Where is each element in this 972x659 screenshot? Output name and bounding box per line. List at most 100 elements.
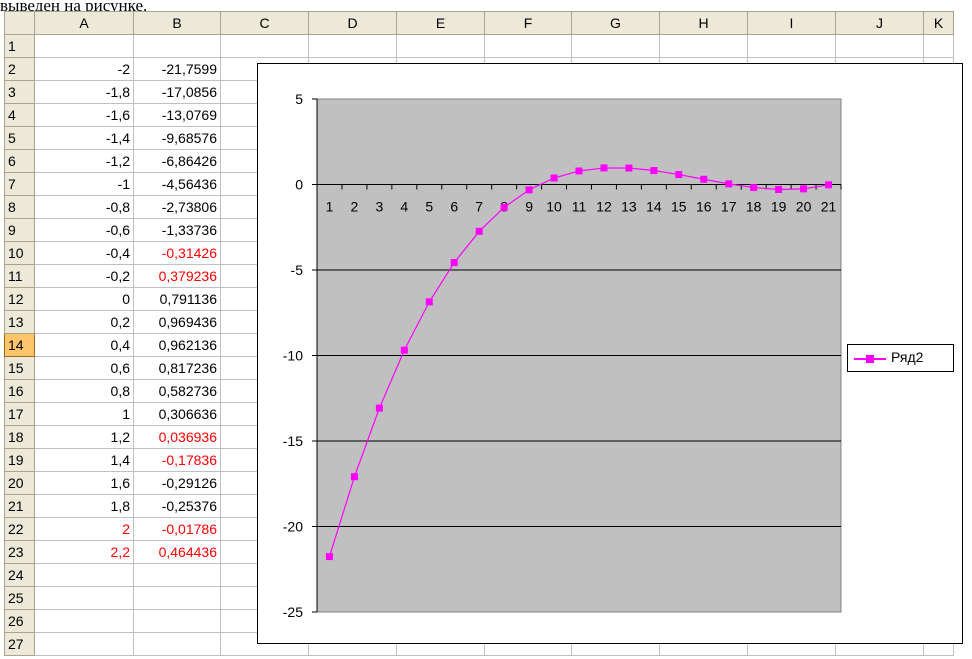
column-header-e[interactable]: E	[396, 11, 485, 35]
cell-b[interactable]: 0,817236	[133, 356, 221, 380]
cell-a[interactable]: -0,4	[34, 241, 134, 265]
cell-a[interactable]: 1,4	[34, 448, 134, 472]
row-header[interactable]: 18	[4, 425, 35, 449]
row-header[interactable]: 2	[4, 57, 35, 81]
cell-a[interactable]: 1,2	[34, 425, 134, 449]
cell-b[interactable]	[133, 563, 221, 587]
cell-b[interactable]	[133, 609, 221, 633]
column-header-a[interactable]: A	[34, 11, 134, 35]
cell-b[interactable]: 0,962136	[133, 333, 221, 357]
cell[interactable]	[308, 34, 397, 58]
cell-a[interactable]: 1,8	[34, 494, 134, 518]
cell-a[interactable]: -0,6	[34, 218, 134, 242]
cell-b[interactable]: 0,464436	[133, 540, 221, 564]
row-header[interactable]: 11	[4, 264, 35, 288]
column-header-c[interactable]: C	[220, 11, 309, 35]
cell[interactable]	[923, 34, 954, 58]
cell-a[interactable]: -1,6	[34, 103, 134, 127]
row-header[interactable]: 1	[4, 34, 35, 58]
cell-b[interactable]: -21,7599	[133, 57, 221, 81]
row-header[interactable]: 7	[4, 172, 35, 196]
cell-b[interactable]: -4,56436	[133, 172, 221, 196]
cell-b[interactable]: 0,969436	[133, 310, 221, 334]
cell-b[interactable]	[133, 632, 221, 656]
row-header[interactable]: 19	[4, 448, 35, 472]
row-header[interactable]: 6	[4, 149, 35, 173]
cell-b[interactable]: 0,791136	[133, 287, 221, 311]
cell-b[interactable]	[133, 586, 221, 610]
cell[interactable]	[659, 34, 748, 58]
cell-b[interactable]: 0,379236	[133, 264, 221, 288]
cell-a[interactable]	[34, 34, 134, 58]
row-header[interactable]: 17	[4, 402, 35, 426]
cell[interactable]	[484, 34, 572, 58]
cell[interactable]	[571, 34, 660, 58]
cell-b[interactable]: -0,17836	[133, 448, 221, 472]
row-header[interactable]: 20	[4, 471, 35, 495]
row-header[interactable]: 23	[4, 540, 35, 564]
cell-a[interactable]	[34, 586, 134, 610]
chart-object[interactable]: 50-5-10-15-20-25123456789101112131415161…	[257, 63, 963, 644]
column-header-j[interactable]: J	[835, 11, 924, 35]
column-header-d[interactable]: D	[308, 11, 397, 35]
cell-b[interactable]: -17,0856	[133, 80, 221, 104]
row-header[interactable]: 10	[4, 241, 35, 265]
cell-a[interactable]: 0,4	[34, 333, 134, 357]
cell-a[interactable]: 0,6	[34, 356, 134, 380]
cell-b[interactable]: -0,01786	[133, 517, 221, 541]
cell-b[interactable]: -9,68576	[133, 126, 221, 150]
cell-b[interactable]: -0,31426	[133, 241, 221, 265]
cell-b[interactable]: 0,306636	[133, 402, 221, 426]
row-header[interactable]: 14	[4, 333, 35, 357]
cell-b[interactable]	[133, 34, 221, 58]
cell[interactable]	[396, 34, 485, 58]
row-header[interactable]: 16	[4, 379, 35, 403]
column-header-k[interactable]: K	[923, 11, 954, 35]
cell-a[interactable]: -0,8	[34, 195, 134, 219]
cell-b[interactable]: -0,25376	[133, 494, 221, 518]
cell-a[interactable]: 2,2	[34, 540, 134, 564]
cell-a[interactable]	[34, 632, 134, 656]
cell[interactable]	[835, 34, 924, 58]
row-header[interactable]: 25	[4, 586, 35, 610]
cell-b[interactable]: -1,33736	[133, 218, 221, 242]
row-header[interactable]: 21	[4, 494, 35, 518]
row-header[interactable]: 5	[4, 126, 35, 150]
row-header[interactable]: 27	[4, 632, 35, 656]
row-header[interactable]: 4	[4, 103, 35, 127]
row-header[interactable]: 24	[4, 563, 35, 587]
chart-legend[interactable]: Ряд2	[847, 344, 954, 372]
cell-b[interactable]: 0,036936	[133, 425, 221, 449]
cell-a[interactable]: 2	[34, 517, 134, 541]
cell-a[interactable]: -2	[34, 57, 134, 81]
cell-b[interactable]: 0,582736	[133, 379, 221, 403]
cell-b[interactable]: -0,29126	[133, 471, 221, 495]
column-header-b[interactable]: B	[133, 11, 221, 35]
cell-a[interactable]: 1,6	[34, 471, 134, 495]
cell-a[interactable]: 1	[34, 402, 134, 426]
cell-a[interactable]	[34, 563, 134, 587]
row-header[interactable]: 13	[4, 310, 35, 334]
cell[interactable]	[220, 34, 309, 58]
row-header[interactable]: 9	[4, 218, 35, 242]
select-all-corner[interactable]	[4, 11, 35, 35]
row-header[interactable]: 12	[4, 287, 35, 311]
row-header[interactable]: 3	[4, 80, 35, 104]
row-header[interactable]: 8	[4, 195, 35, 219]
cell-b[interactable]: -13,0769	[133, 103, 221, 127]
cell-a[interactable]: -1,8	[34, 80, 134, 104]
cell-a[interactable]: -1,2	[34, 149, 134, 173]
cell-b[interactable]: -2,73806	[133, 195, 221, 219]
cell-a[interactable]: -1,4	[34, 126, 134, 150]
cell-a[interactable]: -0,2	[34, 264, 134, 288]
cell-b[interactable]: -6,86426	[133, 149, 221, 173]
cell[interactable]	[747, 34, 836, 58]
column-header-g[interactable]: G	[571, 11, 660, 35]
row-header[interactable]: 22	[4, 517, 35, 541]
row-header[interactable]: 26	[4, 609, 35, 633]
cell-a[interactable]	[34, 609, 134, 633]
cell-a[interactable]: 0	[34, 287, 134, 311]
row-header[interactable]: 15	[4, 356, 35, 380]
cell-a[interactable]: 0,8	[34, 379, 134, 403]
